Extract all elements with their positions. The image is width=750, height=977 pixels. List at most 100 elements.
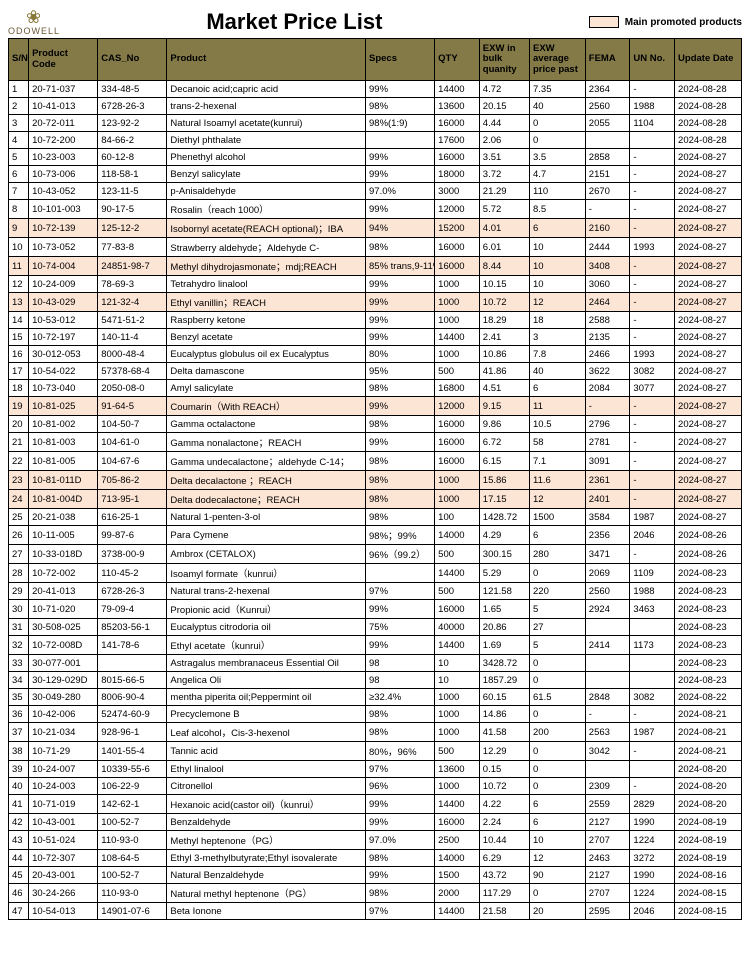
cell: 99% [366, 814, 435, 831]
cell: 9.86 [479, 416, 529, 433]
cell [366, 564, 435, 583]
table-row: 1010-73-05277-83-8Strawberry aldehyde；Al… [9, 238, 742, 257]
col-header: Specs [366, 39, 435, 81]
cell: Phenethyl alcohol [167, 149, 366, 166]
cell: 16000 [435, 238, 480, 257]
cell: ≥32.4% [366, 689, 435, 706]
cell: 10-73-040 [29, 380, 98, 397]
cell: 6.01 [479, 238, 529, 257]
cell: 39 [9, 761, 29, 778]
cell: 98% [366, 238, 435, 257]
table-row: 3610-42-00652474-60-9Precyclemone B98%10… [9, 706, 742, 723]
cell: 705-86-2 [98, 471, 167, 490]
cell: - [630, 706, 675, 723]
cell: 5471-51-2 [98, 312, 167, 329]
cell: 99% [366, 867, 435, 884]
cell: 12 [530, 293, 586, 312]
table-row: 3430-129-029D8015-66-5Angelica Oli981018… [9, 672, 742, 689]
cell: 18.29 [479, 312, 529, 329]
cell: 7.35 [530, 81, 586, 98]
cell: 1000 [435, 276, 480, 293]
col-header: FEMA [585, 39, 630, 81]
cell: 43.72 [479, 867, 529, 884]
table-row: 510-23-00360-12-8Phenethyl alcohol99%160… [9, 149, 742, 166]
cell: Para Cymene [167, 526, 366, 545]
cell: 1109 [630, 564, 675, 583]
cell: 10-11-005 [29, 526, 98, 545]
cell: 2024-08-22 [675, 689, 742, 706]
cell: 2361 [585, 471, 630, 490]
cell: 26 [9, 526, 29, 545]
cell: 46 [9, 884, 29, 903]
cell: Gamma nonalactone；REACH [167, 433, 366, 452]
cell: 1428.72 [479, 509, 529, 526]
cell [98, 655, 167, 672]
cell: 99% [366, 149, 435, 166]
cell: 47 [9, 903, 29, 920]
cell: 6728-26-3 [98, 98, 167, 115]
cell: Ethyl acetate（kunrui） [167, 636, 366, 655]
cell: 20-72-011 [29, 115, 98, 132]
cell: 100-52-7 [98, 867, 167, 884]
cell: 4.44 [479, 115, 529, 132]
cell: 10 [435, 672, 480, 689]
cell: 2024-08-27 [675, 380, 742, 397]
table-row: 2010-81-002104-50-7Gamma octalactone98%1… [9, 416, 742, 433]
table-row: 1110-74-00424851-98-7Methyl dihydrojasmo… [9, 257, 742, 276]
cell: 2024-08-27 [675, 490, 742, 509]
cell: Diethyl phthalate [167, 132, 366, 149]
cell: Astragalus membranaceus Essential Oil [167, 655, 366, 672]
cell: 1987 [630, 723, 675, 742]
cell: 20.15 [479, 98, 529, 115]
cell: - [630, 329, 675, 346]
cell: 57378-68-4 [98, 363, 167, 380]
cell: 29 [9, 583, 29, 600]
cell: 220 [530, 583, 586, 600]
cell: 10-71-019 [29, 795, 98, 814]
cell: 2356 [585, 526, 630, 545]
cell: 121.58 [479, 583, 529, 600]
cell: 3428.72 [479, 655, 529, 672]
cell: 10-24-003 [29, 778, 98, 795]
cell: 1993 [630, 238, 675, 257]
cell: 0.15 [479, 761, 529, 778]
cell: 97% [366, 583, 435, 600]
cell: Rosalin（reach 1000） [167, 200, 366, 219]
col-header: Product [167, 39, 366, 81]
table-row: 1630-012-0538000-48-4Eucalyptus globulus… [9, 346, 742, 363]
cell: 4.72 [479, 81, 529, 98]
table-row: 4010-24-003106-22-9Citronellol96%100010.… [9, 778, 742, 795]
cell: 4.22 [479, 795, 529, 814]
cell: 300.15 [479, 545, 529, 564]
table-row: 1310-43-029121-32-4Ethyl vanillin；REACH9… [9, 293, 742, 312]
cell: 2796 [585, 416, 630, 433]
cell: 10 [530, 238, 586, 257]
cell: 2829 [630, 795, 675, 814]
cell: 16 [9, 346, 29, 363]
cell: 2560 [585, 98, 630, 115]
cell: 4.29 [479, 526, 529, 545]
cell: 713-95-1 [98, 490, 167, 509]
cell: 17.15 [479, 490, 529, 509]
cell: 52474-60-9 [98, 706, 167, 723]
cell: 2024-08-19 [675, 814, 742, 831]
cell [630, 672, 675, 689]
cell: 20 [9, 416, 29, 433]
cell: 7 [9, 183, 29, 200]
cell: 99% [366, 600, 435, 619]
cell: 40 [530, 98, 586, 115]
cell: 23 [9, 471, 29, 490]
cell: 99% [366, 312, 435, 329]
cell: 30-24-266 [29, 884, 98, 903]
cell: 9 [9, 219, 29, 238]
cell: Decanoic acid;capric acid [167, 81, 366, 98]
cell: 91-64-5 [98, 397, 167, 416]
cell: 35 [9, 689, 29, 706]
cell: 42 [9, 814, 29, 831]
cell: - [630, 276, 675, 293]
cell: 1000 [435, 689, 480, 706]
cell: 123-92-2 [98, 115, 167, 132]
cell: - [630, 81, 675, 98]
cell: 45 [9, 867, 29, 884]
cell: 6.29 [479, 850, 529, 867]
